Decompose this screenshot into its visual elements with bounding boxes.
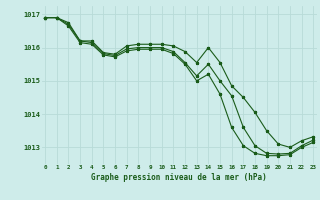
X-axis label: Graphe pression niveau de la mer (hPa): Graphe pression niveau de la mer (hPa) [91,173,267,182]
